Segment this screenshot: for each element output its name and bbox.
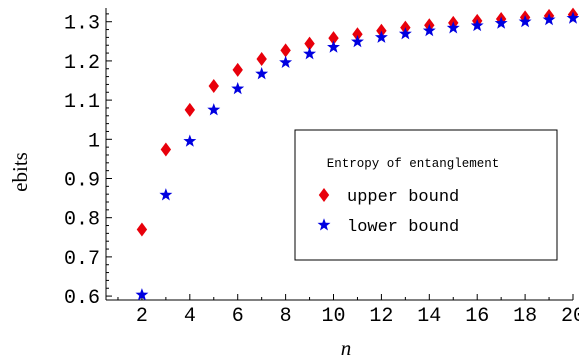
- data-point-diamond: [232, 62, 243, 77]
- legend-title: Entropy of entanglement: [327, 157, 500, 171]
- data-point-star: [566, 11, 579, 24]
- data-points: [135, 7, 579, 301]
- data-point-star: [135, 288, 149, 301]
- x-tick-label: 6: [232, 305, 244, 328]
- x-tick-label: 20: [561, 305, 579, 328]
- data-point-star: [303, 47, 317, 60]
- data-point-diamond: [352, 27, 363, 42]
- data-point-star: [207, 103, 221, 116]
- y-tick-label: 1: [88, 130, 100, 153]
- x-tick-label: 18: [513, 305, 537, 328]
- data-point-star: [494, 16, 508, 29]
- y-tick-label: 0.8: [64, 209, 100, 232]
- data-point-star: [350, 34, 364, 48]
- x-tick-label: 4: [184, 305, 196, 328]
- data-point-star: [317, 218, 331, 231]
- legend-item: lower bound: [317, 218, 459, 237]
- y-tick-label: 1.2: [64, 52, 100, 75]
- data-point-diamond: [184, 102, 196, 117]
- data-point-diamond: [208, 78, 219, 93]
- y-tick-label: 0.7: [64, 248, 100, 271]
- x-tick-label: 12: [369, 305, 393, 328]
- legend-item: upper bound: [318, 188, 459, 207]
- x-tick-label: 16: [465, 305, 489, 328]
- data-point-diamond: [280, 43, 291, 58]
- data-point-star: [446, 21, 460, 34]
- data-point-star: [470, 18, 484, 32]
- data-point-diamond: [136, 222, 148, 237]
- data-point-star: [542, 12, 556, 26]
- legend-box: [294, 129, 558, 261]
- x-tick-label: 14: [417, 305, 441, 328]
- y-tick-label: 1.1: [64, 91, 100, 114]
- series-lower-bound: [135, 11, 579, 301]
- x-axis-ticks: 2 4 6 8 10 12 14 16 18 20: [117, 294, 579, 328]
- y-axis-title: ebits: [8, 152, 32, 192]
- y-tick-label: 1.3: [64, 13, 100, 36]
- data-point-diamond: [160, 142, 172, 157]
- data-point-star: [374, 30, 388, 43]
- x-tick-label: 8: [280, 305, 292, 328]
- data-point-star: [518, 14, 532, 28]
- data-point-star: [231, 81, 245, 95]
- axes: [105, 8, 573, 301]
- data-point-diamond: [256, 51, 267, 66]
- data-point-star: [398, 27, 412, 40]
- x-tick-label: 10: [322, 305, 346, 328]
- data-point-star: [255, 67, 269, 80]
- data-point-star: [422, 23, 436, 37]
- data-point-diamond: [328, 31, 339, 46]
- y-tick-label: 0.6: [64, 287, 100, 310]
- y-tick-label: 0.9: [64, 169, 100, 192]
- legend-label: lower bound: [347, 218, 459, 237]
- x-tick-label: 2: [136, 305, 148, 328]
- data-point-star: [279, 55, 293, 68]
- y-axis-ticks: 0.6 0.7 0.8 0.9 1 1.1 1.2 1.3: [64, 13, 112, 310]
- data-point-diamond: [318, 188, 330, 202]
- data-point-diamond: [304, 36, 315, 51]
- x-axis-title: n: [341, 336, 352, 360]
- legend-label: upper bound: [347, 188, 459, 207]
- data-point-star: [183, 134, 197, 147]
- data-point-star: [327, 40, 340, 53]
- legend: Entropy of entanglement upper bound lower…: [294, 129, 558, 261]
- data-point-star: [159, 188, 173, 201]
